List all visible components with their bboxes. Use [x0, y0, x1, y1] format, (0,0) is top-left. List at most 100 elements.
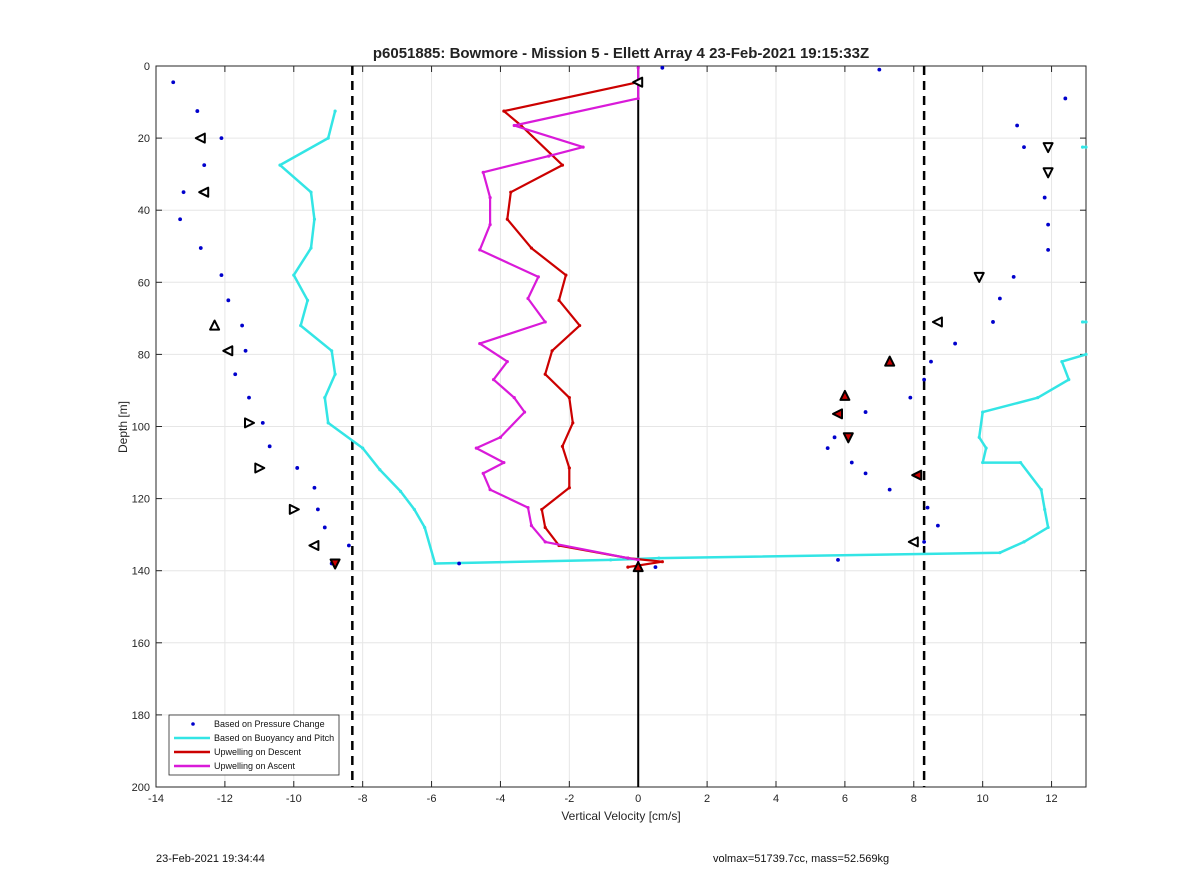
buoyancy-point: [309, 190, 313, 194]
buoyancy-point: [292, 273, 296, 277]
buoyancy-point: [1084, 145, 1088, 149]
pressure-point: [877, 67, 882, 72]
ascent-point: [543, 320, 547, 324]
buoyancy-point: [981, 410, 985, 414]
descent-point: [567, 486, 571, 490]
glider-direction-marker: [194, 132, 206, 144]
buoyancy-point: [433, 561, 437, 566]
ascent-point: [526, 506, 530, 510]
glider-direction-marker: [209, 319, 221, 331]
ascent-point: [505, 360, 509, 364]
y-tick-label: 0: [144, 61, 150, 73]
pressure-point: [181, 190, 186, 195]
glider-direction-marker: [308, 540, 320, 551]
ascent-point: [529, 524, 534, 528]
buoyancy-point: [326, 421, 330, 425]
buoyancy-point: [398, 489, 403, 493]
x-tick-label: 0: [635, 793, 641, 805]
buoyancy-point: [309, 246, 313, 250]
pressure-point: [953, 341, 958, 346]
pressure-point: [202, 163, 207, 168]
ascent-point: [547, 154, 551, 158]
ascent-point: [543, 540, 547, 544]
pressure-point: [1022, 145, 1026, 150]
pressure-point: [219, 273, 224, 277]
x-tick-label: -14: [148, 793, 164, 805]
ascent-point: [478, 248, 482, 252]
pressure-point: [195, 109, 200, 113]
pressure-point: [247, 395, 251, 400]
pressure-point: [1046, 247, 1051, 252]
descent-point: [502, 109, 506, 113]
descent-point: [578, 323, 582, 328]
ascent-point: [636, 66, 640, 70]
pressure-point: [226, 298, 231, 303]
pressure-point: [260, 420, 265, 425]
pressure-point: [929, 359, 933, 364]
y-tick-label: 140: [132, 566, 150, 578]
descent-point: [557, 298, 561, 302]
glider-direction-marker: [842, 432, 854, 444]
pressure-point: [836, 557, 840, 562]
pressure-point: [922, 377, 927, 382]
pressure-point: [1063, 96, 1068, 101]
glider-direction-marker: [632, 561, 644, 573]
pressure-point: [1042, 195, 1047, 200]
legend-marker-pressure: [191, 722, 195, 726]
descent-point: [567, 396, 571, 400]
buoyancy-point: [1080, 145, 1085, 149]
x-tick-label: -8: [358, 793, 368, 805]
buoyancy-point: [361, 446, 365, 450]
chart-title: p6051885: Bowmore - Mission 5 - Ellett A…: [373, 45, 869, 62]
pressure-point: [219, 136, 224, 141]
ascent-point: [488, 223, 492, 227]
buoyancy-point: [299, 323, 303, 328]
buoyancy-point: [1043, 507, 1047, 512]
buoyancy-point: [1067, 378, 1071, 382]
y-tick-label: 200: [132, 782, 150, 794]
buoyancy-line: [278, 110, 1087, 565]
y-tick-label: 160: [132, 638, 150, 650]
y-tick-label: 20: [138, 133, 150, 145]
buoyancy-point: [1084, 320, 1088, 324]
pressure-point: [922, 539, 927, 544]
legend-label-descent: Upwelling on Descent: [214, 747, 302, 757]
pressure-point: [997, 296, 1002, 301]
legend-label-pressure: Based on Pressure Change: [214, 719, 325, 729]
ascent-point: [522, 410, 527, 414]
pressure-point: [346, 543, 351, 548]
glider-direction-marker: [832, 408, 843, 420]
descent-point: [626, 565, 630, 569]
x-tick-label: 10: [977, 793, 989, 805]
glider-direction-marker: [911, 469, 923, 481]
buoyancy-point: [278, 163, 282, 167]
pressure-point: [312, 485, 317, 490]
x-tick-label: -2: [564, 793, 574, 805]
ascent-point: [491, 378, 496, 382]
buoyancy-point: [1039, 487, 1043, 492]
series-layer: [171, 65, 1088, 573]
pressure-point: [243, 348, 248, 353]
buoyancy-point: [1060, 360, 1064, 364]
pressure-point: [315, 507, 320, 512]
descent-point: [571, 421, 575, 425]
pressure-point: [295, 466, 300, 470]
pressure-point: [178, 217, 183, 222]
pressure-point: [653, 565, 658, 569]
ascent-point: [478, 341, 482, 346]
buoyancy-point: [1036, 396, 1040, 400]
x-tick-label: -6: [427, 793, 437, 805]
glider-direction-marker: [244, 417, 255, 429]
pressure-point: [1046, 222, 1051, 227]
legend-label-buoyancy: Based on Buoyancy and Pitch: [214, 733, 334, 743]
glider-direction-marker: [288, 503, 300, 515]
pressure-point: [198, 246, 203, 250]
ascent-point: [536, 275, 540, 279]
buoyancy-point: [981, 460, 985, 465]
glider-direction-marker: [1042, 167, 1054, 179]
footer-glider-params: volmax=51739.7cc, mass=52.569kg: [713, 853, 890, 865]
glider-direction-marker: [907, 536, 919, 548]
y-tick-label: 100: [132, 422, 150, 434]
pressure-point: [935, 523, 940, 528]
